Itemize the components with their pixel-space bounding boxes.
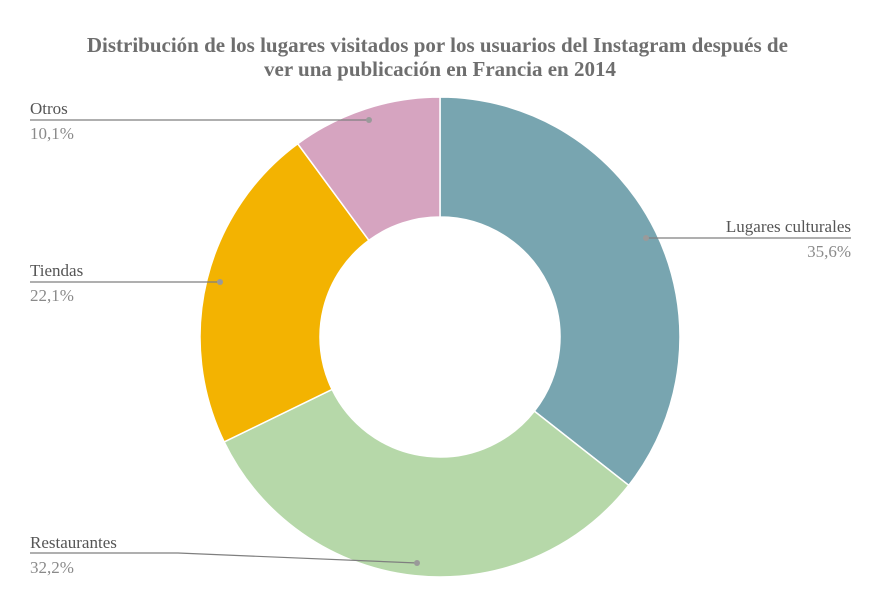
slice-lugares-culturales [439, 96, 681, 487]
slice-label-lugares-culturales: Lugares culturales [726, 217, 851, 236]
leader-dot-lugares-culturales [643, 235, 649, 241]
slice-label-restaurantes: Restaurantes [30, 533, 117, 552]
donut-slices [199, 96, 681, 578]
slice-restaurantes [223, 388, 630, 578]
chart-title: Distribución de los lugares visitados po… [87, 33, 793, 81]
slice-label-otros: Otros [30, 99, 68, 118]
slice-tiendas [199, 142, 370, 443]
chart-title-line-2: ver una publicación en Francia en 2014 [264, 57, 616, 81]
data-labels: Lugares culturales 35,6% Restaurantes 32… [30, 99, 851, 577]
leader-dot-restaurantes [414, 560, 420, 566]
slice-value-lugares-culturales: 35,6% [807, 242, 851, 261]
slice-otros [296, 96, 441, 242]
slice-value-otros: 10,1% [30, 124, 74, 143]
slice-value-tiendas: 22,1% [30, 286, 74, 305]
slice-label-tiendas: Tiendas [30, 261, 83, 280]
leader-dot-tiendas [217, 279, 223, 285]
slice-value-restaurantes: 32,2% [30, 558, 74, 577]
leader-dot-otros [366, 117, 372, 123]
leader-line-restaurantes [30, 552, 418, 564]
chart-title-line-1: Distribución de los lugares visitados po… [87, 33, 788, 57]
